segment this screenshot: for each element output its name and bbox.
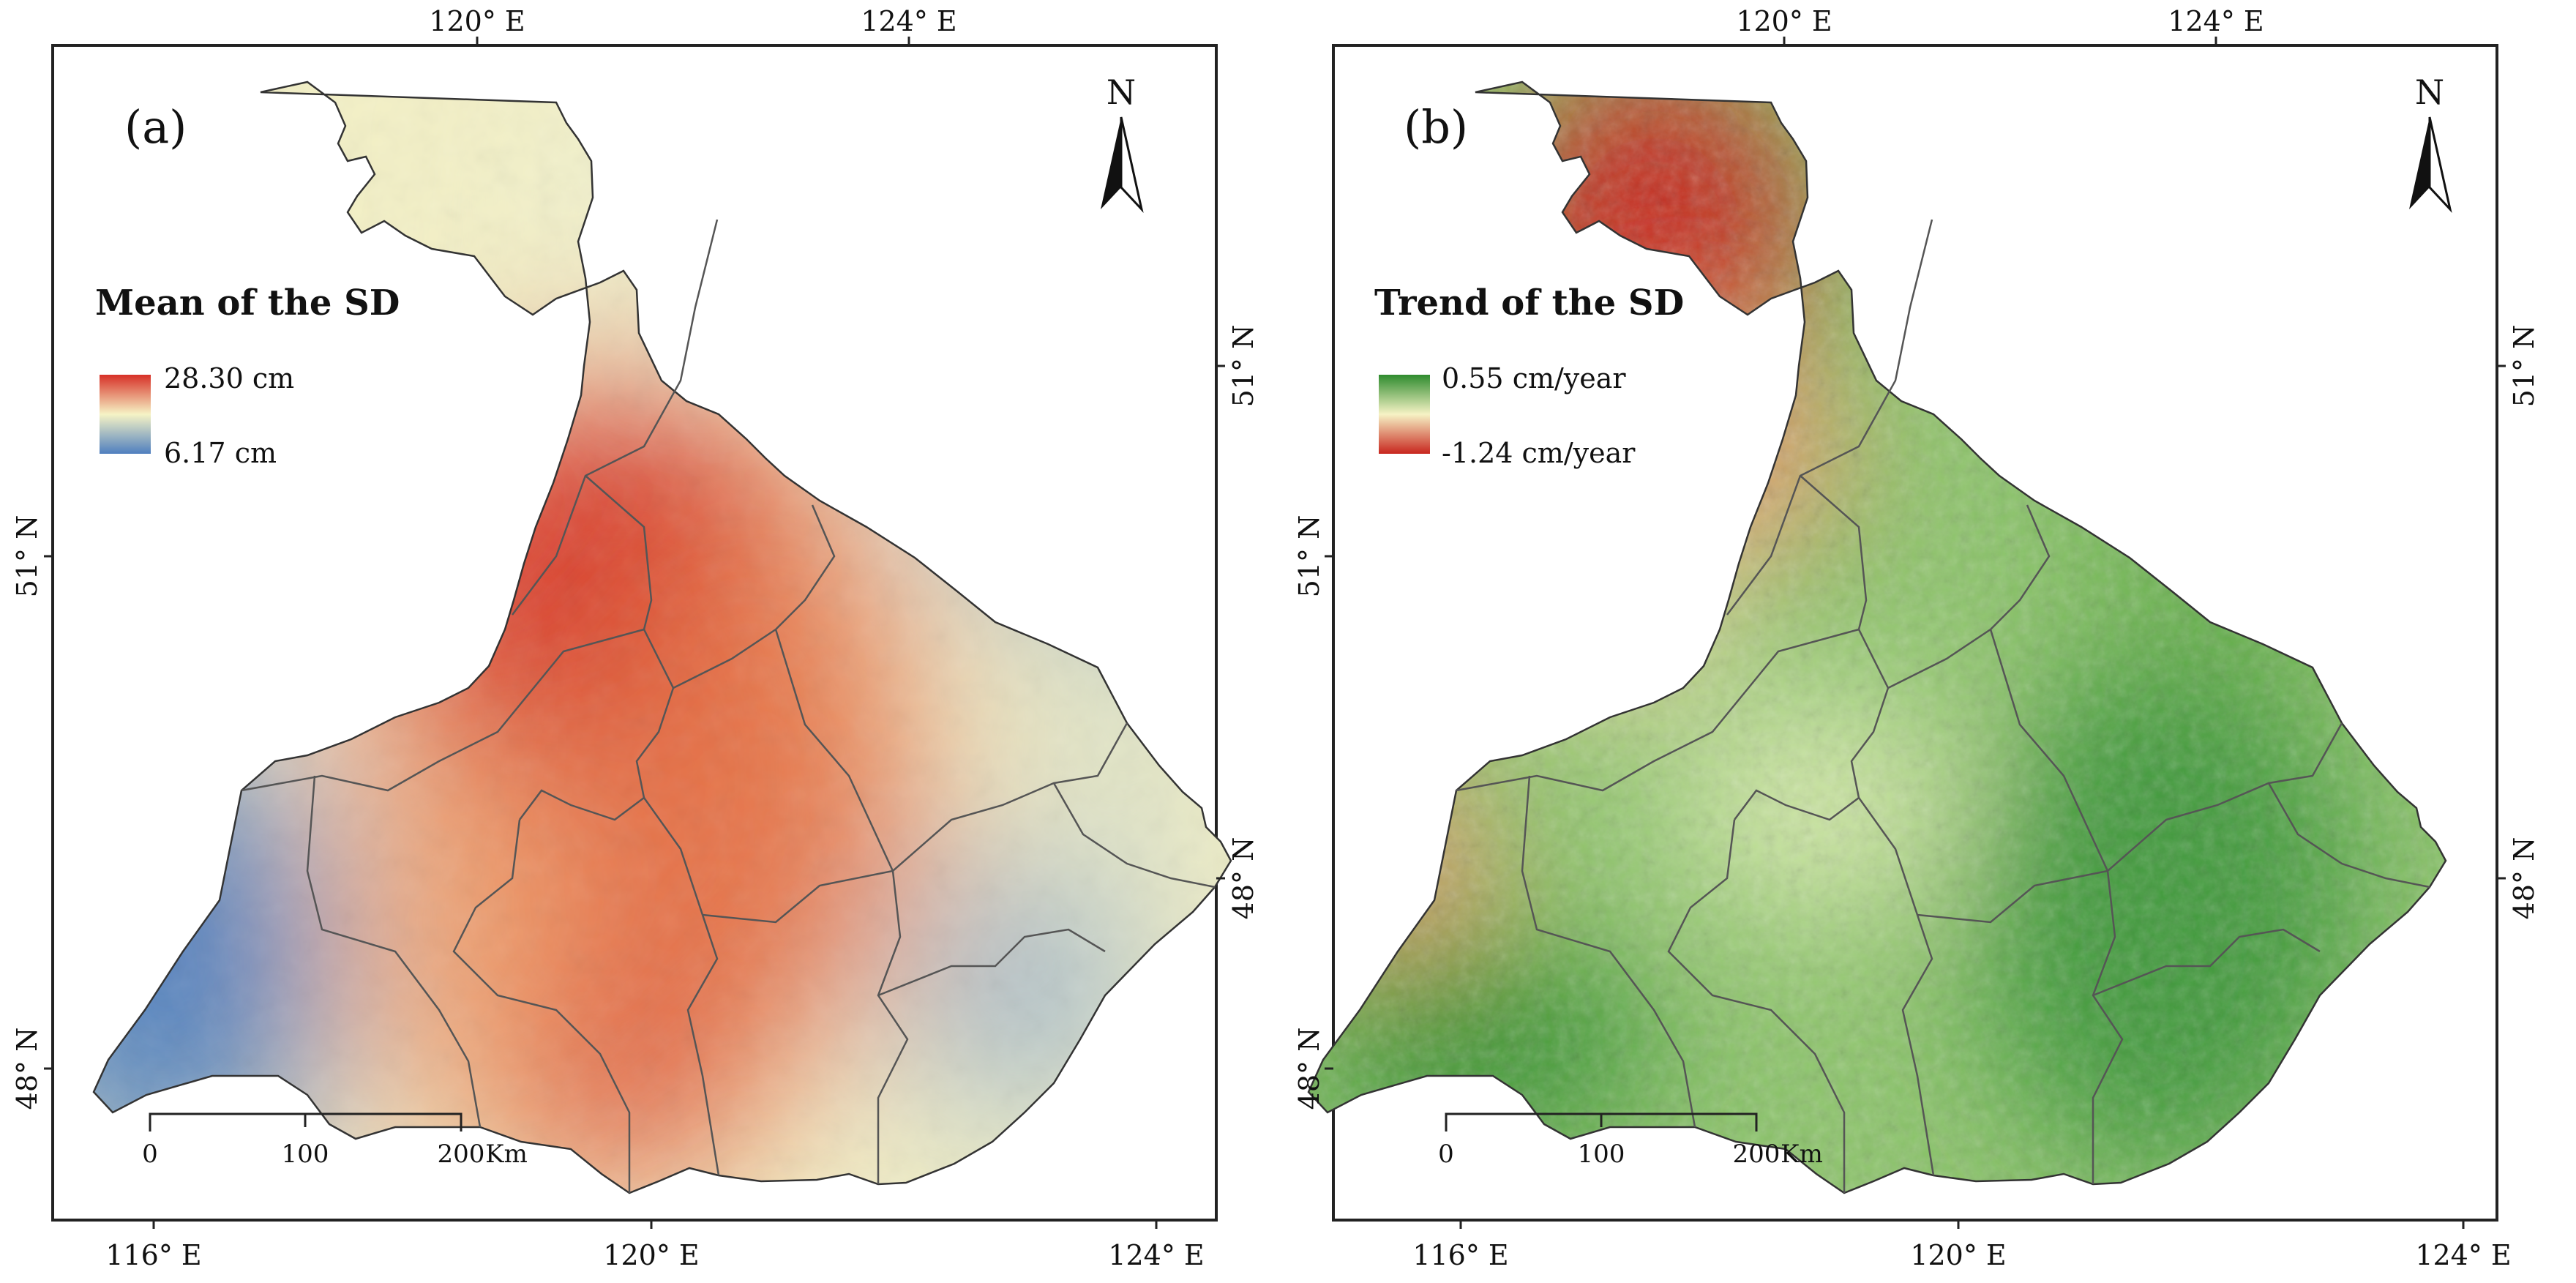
scale-tick-100: 100 <box>282 1140 329 1169</box>
north-arrow: N <box>1101 72 1144 214</box>
legend-colorbar <box>100 375 151 454</box>
north-arrow: N <box>2409 72 2452 214</box>
snow-depth-trend-raster <box>1308 82 2446 1193</box>
bottom-tick-124E: 124° E <box>2415 1239 2511 1271</box>
scale-tick-0: 0 <box>142 1140 158 1169</box>
scale-tick-200: 200 <box>438 1140 485 1169</box>
legend-a: Mean of the SD 28.30 cm 6.17 cm <box>95 283 400 469</box>
left-tick-51N: 51° N <box>11 515 43 598</box>
panel-label-b: (b) <box>1404 100 1468 154</box>
legend-colorbar <box>1379 375 1430 454</box>
left-tick-48N: 48° N <box>11 1028 43 1110</box>
scale-tick-100: 100 <box>1578 1140 1625 1169</box>
scale-tick-200: 200 <box>1733 1140 1781 1169</box>
map-b-svg: (b) Trend of the SD 0.55 cm/year -1.24 c… <box>1293 5 2540 1271</box>
north-letter: N <box>1107 72 1136 112</box>
legend-b: Trend of the SD 0.55 cm/year -1.24 cm/ye… <box>1374 283 1684 469</box>
legend-min-label: 6.17 cm <box>164 437 277 469</box>
district-boundaries <box>1456 219 2430 1193</box>
scale-tick-0: 0 <box>1438 1140 1454 1169</box>
bottom-tick-120E: 120° E <box>603 1239 699 1271</box>
bottom-tick-116E: 116° E <box>105 1239 201 1271</box>
right-tick-48N: 48° N <box>2508 837 2540 920</box>
district-boundaries <box>241 219 1216 1193</box>
panel-label-a: (a) <box>124 100 187 154</box>
top-tick-120E: 120° E <box>1736 5 1832 37</box>
map-a-svg: (a) Mean of the SD 28.30 cm 6.17 cm N 0 … <box>11 5 1259 1271</box>
legend-max-label: 28.30 cm <box>164 362 294 394</box>
right-tick-48N: 48° N <box>1227 837 1259 920</box>
map-panel-b: (b) Trend of the SD 0.55 cm/year -1.24 c… <box>1288 0 2576 1283</box>
scale-bar: 0 100 200 Km <box>142 1112 528 1169</box>
left-tick-51N: 51° N <box>1293 515 1325 598</box>
legend-min-label: -1.24 cm/year <box>1442 437 1636 469</box>
left-tick-48N: 48° N <box>1293 1028 1325 1110</box>
map-frame <box>1332 44 2498 1222</box>
scale-bar: 0 100 200 Km <box>1438 1112 1823 1169</box>
map-panel-a: (a) Mean of the SD 28.30 cm 6.17 cm N 0 … <box>11 5 1259 1271</box>
top-tick-120E: 120° E <box>429 5 525 37</box>
scale-unit: Km <box>485 1140 528 1169</box>
bottom-tick-120E: 120° E <box>1910 1239 2006 1271</box>
region-outline <box>92 81 1232 1194</box>
north-letter: N <box>2415 72 2444 112</box>
bottom-tick-116E: 116° E <box>1412 1239 1508 1271</box>
legend-title: Trend of the SD <box>1374 283 1684 323</box>
snow-depth-mean-raster <box>94 82 1231 1193</box>
legend-max-label: 0.55 cm/year <box>1442 362 1626 394</box>
top-tick-124E: 124° E <box>2168 5 2264 37</box>
map-frame <box>51 44 1218 1222</box>
bottom-tick-124E: 124° E <box>1108 1239 1204 1271</box>
right-tick-51N: 51° N <box>1227 325 1259 408</box>
region-outline <box>1307 81 2447 1194</box>
scale-unit: Km <box>1781 1140 1823 1169</box>
right-tick-51N: 51° N <box>2508 325 2540 408</box>
top-tick-124E: 124° E <box>861 5 956 37</box>
legend-title: Mean of the SD <box>95 283 400 323</box>
